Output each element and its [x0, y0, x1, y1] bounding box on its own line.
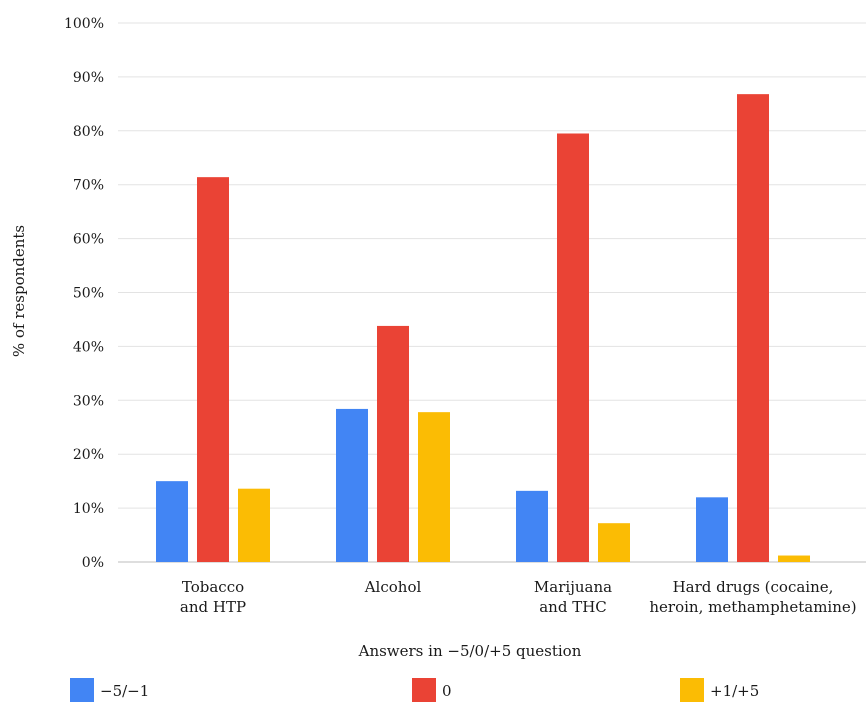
y-tick-label: 100%: [64, 16, 104, 32]
bar: [778, 555, 810, 562]
y-tick-label: 10%: [73, 501, 104, 517]
y-tick-label: 20%: [73, 447, 104, 463]
bar: [737, 94, 769, 562]
x-axis-title: Answers in −5/0/+5 question: [358, 642, 582, 660]
x-axis-categories: Tobacco and HTP Alcohol Marijuana and THC Har…: [180, 578, 857, 616]
y-tick-label: 0%: [82, 555, 104, 571]
bar: [377, 325, 409, 562]
bar: [336, 408, 368, 562]
x-category-label: Hard drugs (cocaine, heroin, methamphetam…: [649, 578, 856, 616]
legend-label: −5/−1: [100, 682, 149, 700]
y-tick-label: 70%: [73, 178, 104, 194]
x-category-label: Marijuana and THC: [534, 578, 612, 616]
bar: [418, 412, 450, 562]
legend-swatch: [70, 678, 94, 702]
legend-swatch: [680, 678, 704, 702]
y-tick-label: 50%: [73, 286, 104, 302]
legend-swatch: [412, 678, 436, 702]
bars: [156, 94, 810, 563]
legend-label: 0: [442, 682, 452, 700]
y-tick-label: 60%: [73, 232, 104, 248]
y-tick-label: 90%: [73, 70, 104, 86]
y-tick-label: 80%: [73, 124, 104, 140]
y-tick-label: 40%: [73, 339, 104, 355]
x-category-label: Alcohol: [364, 578, 422, 596]
legend-label: +1/+5: [710, 682, 759, 700]
bar: [238, 488, 270, 562]
y-axis-title: % of respondents: [10, 225, 28, 357]
bar: [696, 497, 728, 562]
legend: −5/−1 0 +1/+5: [70, 678, 759, 702]
bar: [156, 481, 188, 562]
bar: [598, 523, 630, 562]
x-category-label: Tobacco and HTP: [180, 578, 246, 616]
y-tick-label: 30%: [73, 393, 104, 409]
bar: [516, 490, 548, 562]
bar: [197, 177, 229, 563]
y-axis-ticks: 0% 10% 20% 30% 40% 50% 60% 70% 80% 90% 100%: [64, 16, 104, 571]
bar: [557, 133, 589, 562]
